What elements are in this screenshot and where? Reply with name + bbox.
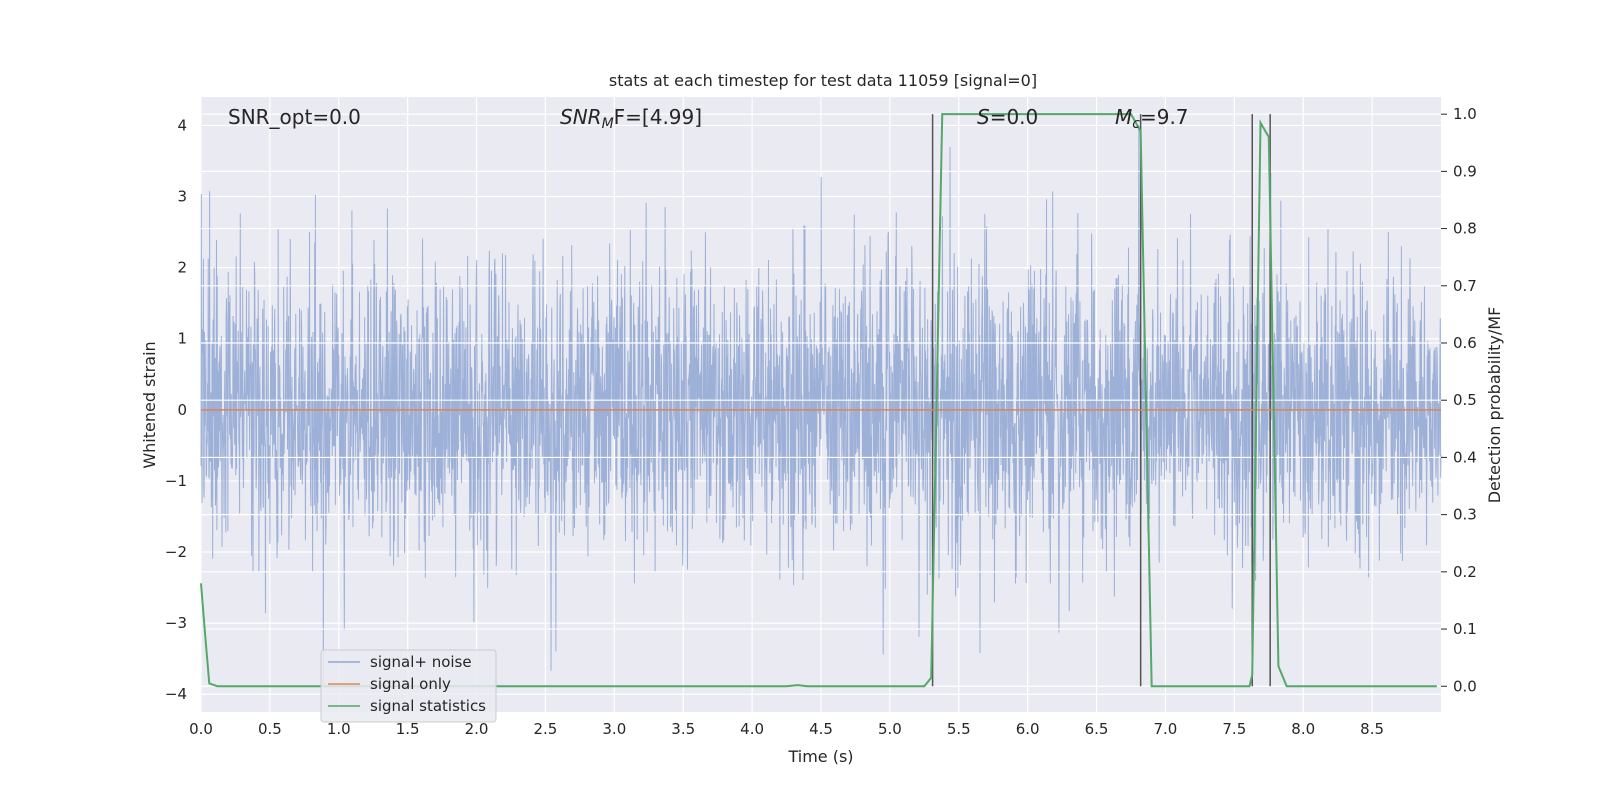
legend: signal+ noise signal only signal statist… <box>320 649 497 723</box>
series-signal-plus-noise <box>200 125 1442 688</box>
x-tick-label: 1.5 <box>396 720 420 738</box>
y-tick-label-right: 0.2 <box>1453 563 1477 581</box>
x-tick-label: 2.0 <box>465 720 489 738</box>
annotation-snr-mf: SNRMF=[4.99] <box>560 105 702 132</box>
legend-box <box>320 649 497 723</box>
x-tick-label: 1.0 <box>327 720 351 738</box>
x-tick-label: 2.5 <box>534 720 558 738</box>
annotation-snr-mf-rest: F=[4.99] <box>614 105 702 129</box>
x-tick-label: 0.5 <box>258 720 282 738</box>
annotation-snr-opt: SNR_opt=0.0 <box>228 105 361 129</box>
y-tick-label-right: 0.9 <box>1453 162 1477 180</box>
y-tick-label-left: −4 <box>165 685 187 703</box>
x-tick-label: 6.0 <box>1016 720 1040 738</box>
annotation-mc-rest: =9.7 <box>1140 105 1189 129</box>
y-tick-label-left: −3 <box>165 614 187 632</box>
y-axis-label-left: Whitened strain <box>140 341 159 468</box>
y-tick-label-right: 0.1 <box>1453 620 1477 638</box>
annotation-snr-mf-main: SNR <box>560 105 602 129</box>
y-tick-label-left: 3 <box>177 188 187 206</box>
legend-label-signal-only: signal only <box>370 675 451 693</box>
y-tick-label-right: 0.0 <box>1453 677 1477 695</box>
y-tick-label-right: 0.3 <box>1453 506 1477 524</box>
signal-statistics-line <box>200 113 1437 688</box>
y-tick-label-right: 0.5 <box>1453 391 1477 409</box>
annotation-snr-mf-sub: M <box>602 116 614 132</box>
annotation-mc: Mc=9.7 <box>1115 105 1189 132</box>
annotation-mc-main: M <box>1115 105 1132 129</box>
series-signal-statistics <box>200 113 1437 688</box>
y-tick-label-right: 0.6 <box>1453 334 1477 352</box>
x-axis-label: Time (s) <box>787 747 853 766</box>
x-tick-label: 4.0 <box>740 720 764 738</box>
x-tick-label: 7.5 <box>1222 720 1246 738</box>
chart-title: stats at each timestep for test data 110… <box>609 71 1037 90</box>
legend-label-signal-plus-noise: signal+ noise <box>370 653 472 671</box>
y-tick-label-left: 0 <box>177 401 187 419</box>
annotation-s-main: S <box>977 105 990 129</box>
x-tick-label: 4.5 <box>809 720 833 738</box>
y-tick-label-left: 4 <box>177 116 187 134</box>
x-tick-label: 7.0 <box>1154 720 1178 738</box>
annotation-s: S=0.0 <box>977 105 1038 129</box>
y-tick-label-right: 0.4 <box>1453 448 1477 466</box>
annotation-s-rest: =0.0 <box>990 105 1039 129</box>
x-axis-ticks: 0.0 0.5 1.0 1.5 2.0 2.5 3.0 3.5 4.0 4.5 5.0 5.5 6.0 6… <box>189 720 1384 738</box>
legend-label-signal-statistics: signal statistics <box>370 697 486 715</box>
y-tick-label-left: −2 <box>165 543 187 561</box>
y-tick-label-left: 1 <box>177 330 187 348</box>
signal-plus-noise-line <box>200 125 1442 688</box>
x-tick-label: 3.0 <box>602 720 626 738</box>
x-tick-label: 3.5 <box>671 720 695 738</box>
x-tick-label: 5.0 <box>878 720 902 738</box>
y-tick-label-right: 0.7 <box>1453 277 1477 295</box>
annotation-mc-sub: c <box>1132 116 1140 132</box>
y-tick-label-left: −1 <box>165 472 187 490</box>
y-tick-label-right: 1.0 <box>1453 105 1477 123</box>
x-tick-label: 6.5 <box>1085 720 1109 738</box>
y-axis-left-ticks: 4 3 2 1 0 −1 −2 −3 −4 <box>165 116 187 703</box>
y-axis-right-ticks: 1.0 0.9 0.8 0.7 0.6 0.5 0.4 0.3 0.2 0.1 0.0 <box>1441 105 1477 695</box>
x-tick-label: 8.5 <box>1360 720 1384 738</box>
x-tick-label: 5.5 <box>947 720 971 738</box>
x-tick-label: 8.0 <box>1291 720 1315 738</box>
y-axis-label-right: Detection probability/MF <box>1485 307 1504 504</box>
y-tick-label-left: 2 <box>177 259 187 277</box>
x-tick-label: 0.0 <box>189 720 213 738</box>
y-tick-label-right: 0.8 <box>1453 220 1477 238</box>
